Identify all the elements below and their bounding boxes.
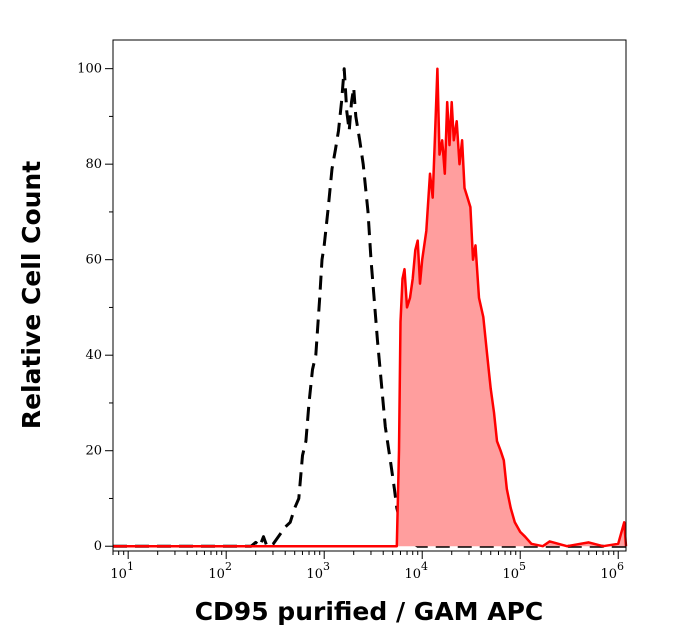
- y-tick-label: 100: [77, 62, 102, 77]
- plot-area: [113, 67, 628, 548]
- y-axis-title: Relative Cell Count: [17, 161, 46, 429]
- x-tick-label: 102: [208, 560, 232, 582]
- x-tick-label: 105: [502, 560, 526, 582]
- plot-frame: [112, 39, 627, 552]
- series-0-line: [113, 67, 626, 548]
- y-tick-label: 20: [85, 444, 102, 459]
- series-1-fill: [113, 68, 626, 547]
- x-axis-ticks: 101 102 103 104 105 106: [110, 551, 624, 582]
- x-tick-label: 101: [110, 560, 134, 582]
- y-tick-label: 80: [85, 157, 102, 172]
- x-axis-title: CD95 purified / GAM APC: [195, 597, 544, 626]
- x-tick-label: 106: [600, 560, 624, 582]
- y-axis-ticks: 0 20 40 60 80 100: [77, 62, 113, 554]
- y-tick-label: 40: [85, 348, 102, 363]
- x-tick-label: 103: [306, 560, 330, 582]
- y-tick-label: 60: [85, 253, 102, 268]
- x-tick-label: 104: [404, 560, 428, 582]
- y-tick-label: 0: [94, 539, 102, 554]
- series-1-line: [113, 67, 628, 548]
